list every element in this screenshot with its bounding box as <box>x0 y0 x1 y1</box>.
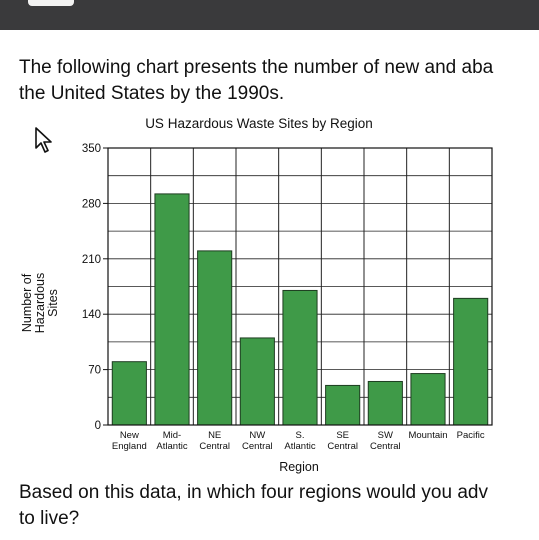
bar-4 <box>282 289 318 426</box>
question-followup-line-2: to live? <box>19 508 80 529</box>
chart-title: US Hazardous Waste Sites by Region <box>145 116 373 131</box>
bar-5 <box>325 384 361 426</box>
question-followup: Based on this data, in which four region… <box>19 480 539 532</box>
plot-frame <box>107 147 493 426</box>
x-category-label: Pacific <box>457 430 485 441</box>
bar-2 <box>197 250 233 426</box>
top-bar <box>0 0 539 30</box>
x-category-label: New England <box>112 430 147 452</box>
bar-8 <box>453 297 489 426</box>
bar-layer <box>111 193 489 426</box>
x-category-label: NW Central <box>242 430 273 452</box>
y-tick-label: 0 <box>95 420 101 432</box>
y-tick-label: 210 <box>82 254 101 266</box>
y-tick-label: 350 <box>82 143 101 155</box>
bar-6 <box>367 380 403 426</box>
top-bar-tab[interactable] <box>28 0 74 6</box>
y-axis-label: Number ofHazardousSites <box>20 273 60 333</box>
bar-7 <box>410 373 446 426</box>
y-tick-label: 70 <box>88 365 101 377</box>
question-intro-line-2: the United States by the 1990s. <box>19 83 285 104</box>
x-category-label: SW Central <box>370 430 401 452</box>
x-category-label: Mid-Atlantic <box>156 430 187 452</box>
bar-3 <box>239 337 275 426</box>
y-axis-label-text: Number ofHazardousSites <box>20 273 60 333</box>
x-category-label: NE Central <box>199 430 230 452</box>
y-tick-label: 140 <box>82 309 101 321</box>
bar-0 <box>111 361 147 426</box>
x-category-label: Mountain <box>408 430 447 441</box>
x-category-label: S. Atlantic <box>284 430 315 452</box>
y-axis-label-group: Number ofHazardousSites <box>20 273 60 333</box>
y-tick-labels: 0 70 140 210 280 350 <box>82 143 108 432</box>
y-tick-label: 280 <box>82 198 101 210</box>
arrow-pointer-icon <box>35 127 52 153</box>
frame-layer <box>107 147 493 426</box>
x-category-labels: New England Mid-Atlantic NE Central NW Central… <box>112 430 485 452</box>
x-category-label: SE Central <box>327 430 358 452</box>
question-followup-line-1: Based on this data, in which four region… <box>19 482 488 503</box>
bar-1 <box>154 193 190 426</box>
question-intro: The following chart presents the number … <box>19 55 539 107</box>
hazardous-waste-bar-chart: US Hazardous Waste Sites by Region 0 70 14… <box>20 116 493 474</box>
x-axis-label: Region <box>279 460 319 474</box>
question-intro-line-1: The following chart presents the number … <box>19 57 494 78</box>
